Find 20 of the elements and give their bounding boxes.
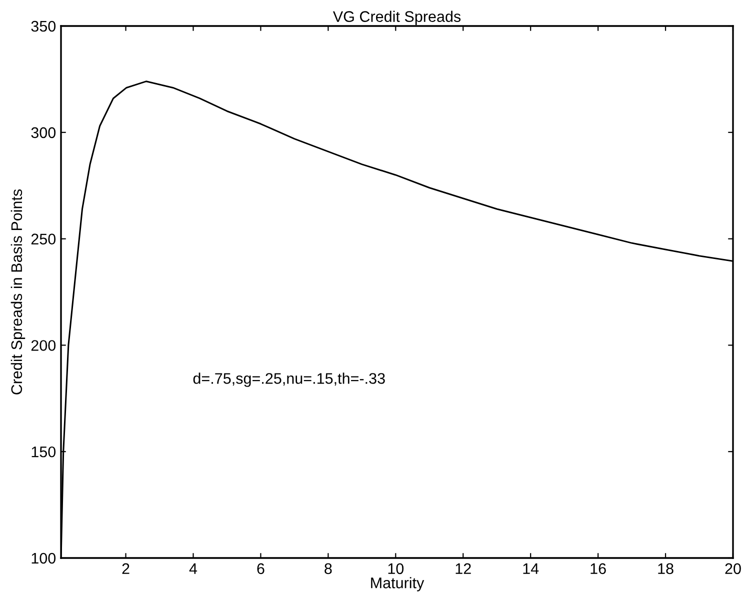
y-axis-title: Credit Spreads in Basis Points bbox=[10, 189, 26, 394]
x-axis-title: Maturity bbox=[371, 577, 424, 592]
x-tick-label: 6 bbox=[257, 563, 264, 574]
chart-title: VG Credit Spreads bbox=[332, 10, 461, 26]
x-tick-label: 14 bbox=[523, 563, 539, 574]
x-tick-label: 20 bbox=[725, 563, 741, 574]
x-tick-label: 16 bbox=[590, 563, 606, 574]
annotation: d=.75,sg=.25,nu=.15,th=-.33 bbox=[193, 372, 385, 387]
y-tick-label: 250 bbox=[31, 234, 56, 244]
x-tick-label: 12 bbox=[456, 563, 471, 574]
x-tick-label: 8 bbox=[324, 563, 332, 574]
y-tick-label: 100 bbox=[32, 552, 56, 564]
x-tick-label: 18 bbox=[658, 563, 674, 574]
y-tick-label: 300 bbox=[31, 127, 56, 138]
y-tick-label: 350 bbox=[31, 20, 56, 32]
x-tick-label: 2 bbox=[122, 563, 130, 574]
x-tick-label: 4 bbox=[189, 563, 198, 574]
y-tick-label: 200 bbox=[31, 340, 56, 351]
x-tick-label: 10 bbox=[388, 563, 404, 574]
y-tick-label: 150 bbox=[32, 446, 56, 458]
